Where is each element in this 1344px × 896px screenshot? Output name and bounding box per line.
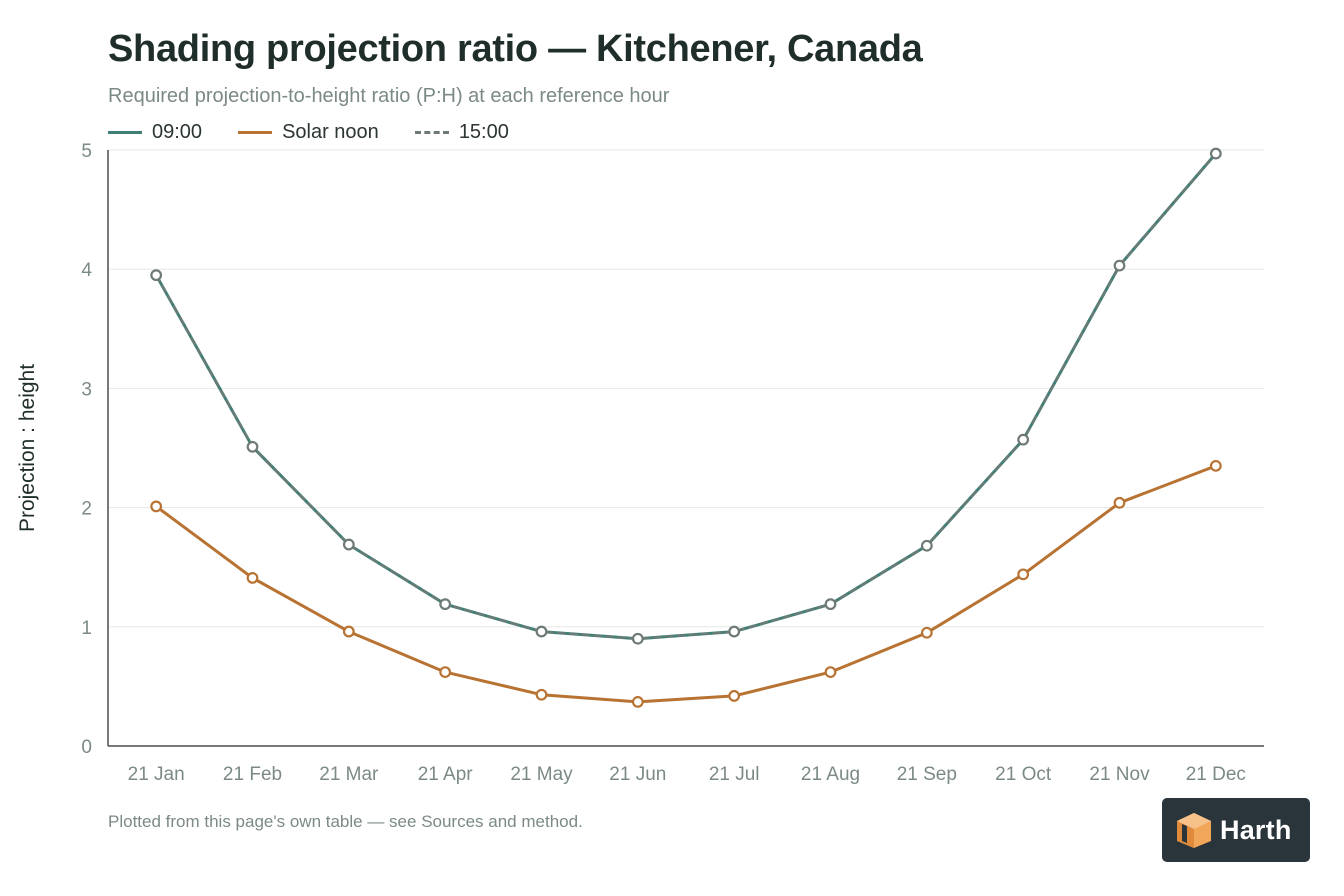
harth-logo: Harth	[1162, 798, 1310, 862]
chart-title: Shading projection ratio — Kitchener, Ca…	[108, 28, 923, 70]
series-1-point-11	[1209, 459, 1222, 472]
series-1-point-1	[246, 572, 259, 584]
series-2-point-10	[1113, 259, 1126, 272]
series-line-1	[154, 464, 1218, 704]
series-1-point-9	[1017, 568, 1030, 581]
series-2-point-6	[728, 625, 741, 638]
x-tick-label-9: 21 Oct	[995, 764, 1052, 785]
series-1-point-2	[342, 625, 355, 638]
series-1-point-8	[920, 626, 933, 639]
x-tick-label-11: 21 Dec	[1186, 764, 1246, 785]
chart-subtitle: Required projection-to-height ratio (P:H…	[108, 85, 670, 107]
legend-label-solar-noon: Solar noon	[282, 120, 379, 143]
series-1-point-10	[1113, 496, 1126, 509]
series-2-point-9	[1017, 433, 1030, 446]
series-1-point-4	[535, 688, 548, 701]
series-2-point-4	[535, 625, 548, 638]
series-1-point-7	[824, 666, 837, 678]
harth-logo-icon	[1177, 813, 1211, 848]
series-1-point-6	[728, 690, 741, 702]
legend-swatch-solar-noon	[238, 130, 273, 134]
series-2-point-8	[920, 539, 933, 552]
legend-label-0900: 09:00	[152, 120, 203, 143]
y-tick-label-3: 3	[81, 379, 92, 400]
series-2-point-7	[824, 598, 837, 611]
x-tick-label-8: 21 Sep	[897, 764, 957, 785]
y-tick-label-2: 2	[81, 499, 92, 520]
series-1-point-5	[631, 695, 644, 708]
series-line-0	[154, 152, 1218, 641]
y-tick-label-4: 4	[81, 260, 92, 281]
series-1-point-0	[150, 500, 163, 513]
legend-item-solar-noon[interactable]: Solar noon	[238, 121, 379, 144]
x-tick-label-3: 21 Apr	[418, 764, 474, 785]
series-1-point-3	[439, 666, 452, 678]
x-tick-label-6: 21 Jul	[709, 764, 760, 785]
chart-footnote: Plotted from this page's own table — see…	[108, 812, 583, 831]
legend-label-1500: 15:00	[458, 120, 509, 143]
series-2-point-5	[631, 632, 644, 645]
x-tick-label-4: 21 May	[510, 764, 573, 785]
y-axis-label: Projection : height	[16, 364, 39, 532]
series-2-point-1	[246, 440, 259, 453]
y-tick-label-0: 0	[81, 737, 92, 758]
x-tick-label-10: 21 Nov	[1089, 764, 1150, 785]
series-2-point-3	[439, 598, 452, 611]
y-tick-label-5: 5	[81, 141, 92, 162]
harth-logo-text: Harth	[1220, 814, 1292, 845]
x-tick-label-0: 21 Jan	[128, 764, 185, 785]
series-2-point-2	[342, 538, 355, 551]
x-tick-label-1: 21 Feb	[223, 764, 282, 785]
legend-item-1500[interactable]: 15:00	[414, 120, 509, 144]
legend-swatch-0900	[108, 130, 142, 134]
x-tick-label-7: 21 Aug	[801, 764, 860, 785]
x-tick-label-2: 21 Mar	[319, 764, 379, 785]
y-tick-label-1: 1	[81, 618, 92, 639]
series-2-point-11	[1209, 147, 1222, 160]
chart-legend: 09:00 Solar noon 15:00	[108, 119, 545, 145]
legend-swatch-1500	[414, 130, 449, 134]
series-2-point-0	[150, 269, 163, 282]
x-tick-label-5: 21 Jun	[609, 764, 666, 785]
series-line-2	[155, 152, 1217, 640]
legend-item-0900[interactable]: 09:00	[108, 121, 202, 144]
